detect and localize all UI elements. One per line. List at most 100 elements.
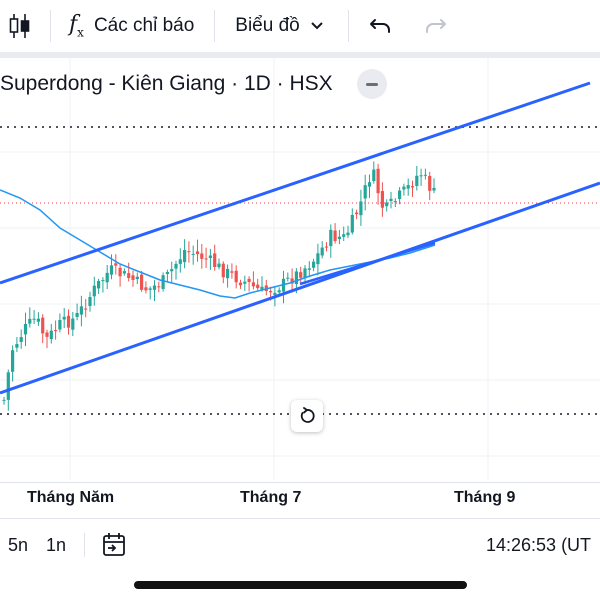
candle-body xyxy=(359,201,363,216)
candle-body xyxy=(170,269,174,272)
indicators-button[interactable]: fx Các chỉ báo xyxy=(69,0,194,52)
candle-body xyxy=(406,185,410,189)
undo-icon xyxy=(369,19,390,33)
candle-body xyxy=(118,267,122,277)
function-icon: fx xyxy=(69,12,84,40)
candle-body xyxy=(393,201,397,203)
candle-body xyxy=(71,318,75,330)
candle-body xyxy=(419,175,423,177)
time-axis[interactable]: Tháng Năm Tháng 7 Tháng 9 xyxy=(0,482,600,515)
candle-body xyxy=(148,288,152,290)
candle-body xyxy=(92,285,96,297)
go-to-date-icon[interactable] xyxy=(100,531,128,559)
candle-body xyxy=(101,280,105,282)
candle-body xyxy=(423,174,427,176)
candle-body xyxy=(372,169,376,182)
candle-body xyxy=(195,251,200,255)
candle-body xyxy=(208,255,212,259)
channel-upper-line xyxy=(0,81,591,285)
candle-body xyxy=(41,317,45,334)
candle-body xyxy=(320,247,324,256)
candle-body xyxy=(97,280,101,289)
chevron-down-icon xyxy=(311,22,323,30)
candle-body xyxy=(217,263,221,268)
candle-body xyxy=(174,263,178,269)
chart-type-label: Biểu đồ xyxy=(235,15,300,36)
candle-body xyxy=(350,214,354,233)
candle-body xyxy=(28,318,32,324)
range-1m-button[interactable]: 1n xyxy=(46,535,67,555)
symbol-header: Superdong - Kiên Giang · 1D · HSX xyxy=(0,68,387,100)
candle-body xyxy=(152,285,157,290)
candle-body xyxy=(324,246,329,248)
candle-body xyxy=(11,350,15,372)
candle-body xyxy=(105,272,109,283)
candle-body xyxy=(157,286,161,288)
candle-body xyxy=(402,186,406,190)
toolbar-divider xyxy=(50,10,51,42)
toolbar-divider xyxy=(214,10,216,42)
candle-body xyxy=(380,191,384,208)
collapse-legend-button[interactable] xyxy=(356,69,387,99)
timezone-clock[interactable]: 14:26:53 (UT xyxy=(486,535,592,555)
candle-body xyxy=(398,190,402,199)
candle-body xyxy=(204,258,208,260)
candle-body xyxy=(127,273,131,278)
redo-button[interactable] xyxy=(423,0,447,52)
candle-body xyxy=(6,372,10,400)
candle-body xyxy=(2,399,6,401)
candle-body xyxy=(376,168,380,194)
candle-body xyxy=(303,268,307,279)
reset-icon xyxy=(300,407,315,423)
candle-body xyxy=(144,287,148,291)
symbol-title[interactable]: Superdong - Kiên Giang · 1D · HSX xyxy=(0,72,333,95)
candle-body xyxy=(256,284,260,289)
candle-body xyxy=(234,270,238,283)
chart-type-button[interactable]: Biểu đồ xyxy=(235,0,323,52)
candles xyxy=(2,161,436,411)
range-5d-button[interactable]: 5n xyxy=(8,535,29,555)
candle-body xyxy=(19,337,23,342)
candle-body xyxy=(221,263,225,278)
minus-icon xyxy=(365,82,378,86)
candle-body xyxy=(226,268,230,279)
bottom-bar: 5n 1n 14:26:53 (UT xyxy=(0,518,600,569)
candle-body xyxy=(415,175,419,186)
candle-body xyxy=(15,344,19,348)
candle-body xyxy=(363,185,367,199)
candle-body xyxy=(251,282,255,287)
candle-body xyxy=(230,271,234,273)
undo-button[interactable] xyxy=(369,0,393,52)
candle-body xyxy=(200,253,204,259)
candle-body xyxy=(247,278,251,283)
chart-pane[interactable] xyxy=(0,58,600,480)
candle-body xyxy=(329,229,333,247)
channel-lower-line xyxy=(0,181,600,395)
candle-body xyxy=(84,308,88,310)
candle-body xyxy=(432,187,436,191)
toolbar-divider xyxy=(347,10,349,42)
candle-body xyxy=(178,259,182,264)
price-chart[interactable] xyxy=(0,58,600,480)
candle-body xyxy=(109,265,114,275)
candle-body xyxy=(62,316,66,320)
candle-body xyxy=(140,274,144,290)
reset-chart-button[interactable] xyxy=(291,400,323,432)
candle-body xyxy=(428,175,432,191)
candle-body xyxy=(165,272,169,275)
redo-icon xyxy=(425,19,446,33)
candle-body xyxy=(75,312,79,317)
time-label-may: Tháng Năm xyxy=(27,489,115,506)
candle-body xyxy=(277,290,281,293)
candle-body xyxy=(49,330,53,340)
candle-body xyxy=(45,332,49,337)
candle-body xyxy=(346,232,350,236)
candle-body xyxy=(243,281,247,284)
candle-body xyxy=(32,318,36,320)
candle-body xyxy=(299,272,303,278)
candle-style-button[interactable] xyxy=(0,0,40,52)
candle-body xyxy=(122,271,126,274)
candle-body xyxy=(269,290,273,293)
candle-body xyxy=(260,286,264,290)
grid xyxy=(0,58,600,480)
